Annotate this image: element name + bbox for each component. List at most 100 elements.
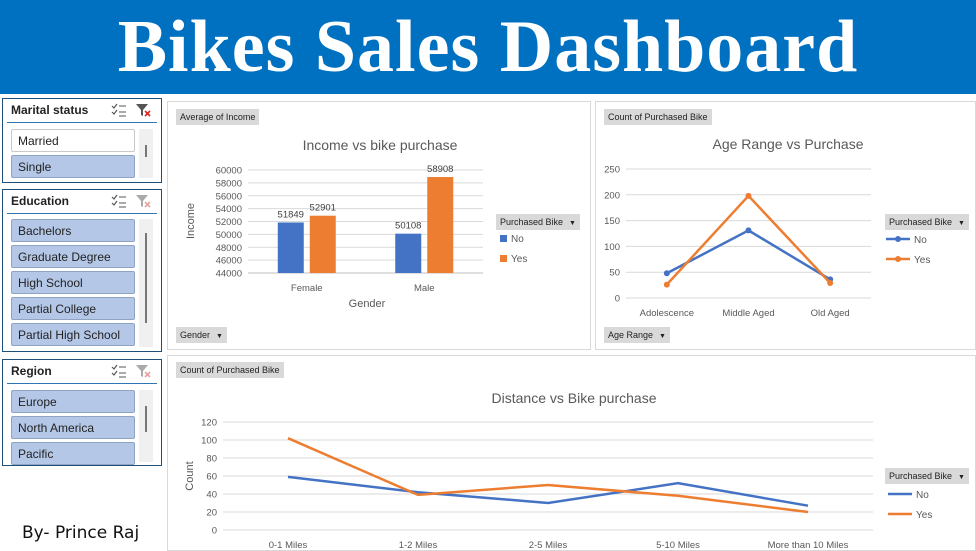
slicer-item-graduate-degree[interactable]: Graduate Degree	[11, 245, 135, 268]
x-tick-label: Old Aged	[811, 308, 850, 319]
slicer-item-partial-high-school[interactable]: Partial High School	[11, 323, 135, 346]
clear-filter-icon[interactable]	[135, 103, 151, 117]
y-tick-label: 58000	[216, 178, 242, 189]
y-axis-title: Income	[185, 203, 197, 239]
slicer-item-high-school[interactable]: High School	[11, 271, 135, 294]
x-tick-label: 2-5 Miles	[529, 540, 568, 551]
legend-label: No	[511, 234, 524, 245]
slicer-scrollbar[interactable]	[139, 129, 153, 178]
distance-chart: Distance vs Bike purchase 0 20 40 60 80 100 120…	[184, 390, 932, 551]
legend-swatch	[500, 235, 507, 242]
value-field-button[interactable]: Count of Purchased Bike	[604, 109, 712, 125]
y-tick-label: 150	[604, 216, 620, 227]
x-tick-label: 5-10 Miles	[656, 540, 700, 551]
clear-filter-icon[interactable]	[135, 194, 151, 208]
legend-marker	[895, 236, 901, 242]
x-tick-label: More than 10 Miles	[768, 540, 849, 551]
dashboard-title: Bikes Sales Dashboard	[117, 6, 859, 88]
y-tick-label: 50000	[216, 230, 242, 241]
chart-title: Age Range vs Purchase	[713, 136, 864, 152]
x-tick-label: 0-1 Miles	[269, 540, 308, 551]
y-tick-label: 0	[615, 294, 620, 305]
y-tick-label: 52000	[216, 217, 242, 228]
chart-title: Distance vs Bike purchase	[492, 390, 657, 406]
slicer-item-bachelors[interactable]: Bachelors	[11, 219, 135, 242]
bar-yes	[309, 215, 336, 273]
legend-field-button[interactable]: Purchased Bike	[496, 214, 580, 230]
slicer-title: Region	[11, 364, 52, 378]
slicer-item-single[interactable]: Single	[11, 155, 135, 178]
income-chart: Income vs bike purchase 44000 46000 48000 50…	[185, 137, 527, 310]
slicer-title: Education	[11, 194, 70, 208]
slicer-education[interactable]: Education Bachelors Graduate Degree High…	[2, 189, 162, 352]
y-tick-label: 50	[609, 268, 620, 279]
slicer-title: Marital status	[11, 103, 89, 117]
slicer-item-pacific[interactable]: Pacific	[11, 442, 135, 465]
series-line-no	[287, 475, 809, 507]
data-point	[745, 192, 752, 199]
slicer-item-north-america[interactable]: North America	[11, 416, 135, 439]
y-tick-label: 100	[604, 242, 620, 253]
legend-label: Yes	[916, 510, 932, 521]
data-point	[827, 280, 834, 287]
y-tick-label: 40	[206, 490, 217, 501]
y-axis-title: Count	[184, 461, 196, 490]
value-field-button[interactable]: Average of Income	[176, 109, 260, 125]
data-point	[663, 270, 670, 277]
y-tick-label: 48000	[216, 243, 242, 254]
data-label: 52901	[310, 203, 336, 214]
clear-filter-icon[interactable]	[135, 364, 151, 378]
y-tick-label: 80	[206, 454, 217, 465]
data-label: 58908	[427, 164, 453, 175]
axis-field-button[interactable]: Age Range	[604, 327, 670, 343]
legend-label: No	[916, 490, 929, 501]
legend-label: Yes	[914, 255, 930, 266]
slicer-item-married[interactable]: Married	[11, 129, 135, 152]
legend-label: No	[914, 235, 927, 246]
slicer-item-partial-college[interactable]: Partial College	[11, 297, 135, 320]
multi-select-icon[interactable]	[111, 103, 127, 117]
y-tick-label: 0	[212, 526, 217, 537]
y-tick-label: 120	[201, 418, 217, 429]
slicer-scrollbar[interactable]	[139, 390, 153, 462]
slicer-region[interactable]: Region Europe North America Pacific	[2, 359, 162, 466]
y-tick-label: 56000	[216, 191, 242, 202]
y-tick-label: 60	[206, 472, 217, 483]
slicer-item-europe[interactable]: Europe	[11, 390, 135, 413]
legend-field-button[interactable]: Purchased Bike	[885, 468, 969, 484]
legend-marker	[895, 256, 901, 262]
multi-select-icon[interactable]	[111, 194, 127, 208]
x-axis-title: Gender	[349, 298, 386, 310]
income-chart-panel: Average of Income Gender Purchased Bike …	[167, 101, 591, 350]
bar-yes	[427, 177, 454, 273]
axis-field-button[interactable]: Gender	[176, 327, 227, 343]
legend-label: Yes	[511, 254, 527, 265]
value-field-button[interactable]: Count of Purchased Bike	[176, 362, 284, 378]
slicer-marital-status[interactable]: Marital status Married Single	[2, 98, 162, 183]
distance-chart-panel: Count of Purchased Bike Purchased Bike D…	[167, 355, 976, 551]
legend-field-button[interactable]: Purchased Bike	[885, 214, 969, 230]
multi-select-icon[interactable]	[111, 364, 127, 378]
y-tick-label: 250	[604, 165, 620, 176]
y-tick-label: 44000	[216, 269, 242, 280]
x-tick-label: Adolescence	[640, 308, 694, 319]
y-tick-label: 60000	[216, 166, 242, 177]
slicer-scrollbar[interactable]	[139, 219, 153, 347]
y-tick-label: 54000	[216, 204, 242, 215]
author-credit: By- Prince Raj	[22, 523, 140, 543]
dashboard-banner: Bikes Sales Dashboard	[0, 0, 976, 94]
y-tick-label: 100	[201, 436, 217, 447]
slicer-header: Education	[7, 190, 157, 214]
chart-title: Income vs bike purchase	[303, 137, 458, 153]
data-point	[745, 227, 752, 234]
data-label: 50108	[395, 221, 421, 232]
bar-no	[395, 233, 422, 273]
data-point	[663, 281, 670, 288]
x-tick-label: Male	[414, 283, 435, 294]
y-tick-label: 46000	[216, 256, 242, 267]
x-tick-label: Female	[291, 283, 323, 294]
y-tick-label: 200	[604, 190, 620, 201]
series-line-yes	[287, 437, 809, 514]
slicer-header: Marital status	[7, 99, 157, 123]
slicer-header: Region	[7, 360, 157, 384]
